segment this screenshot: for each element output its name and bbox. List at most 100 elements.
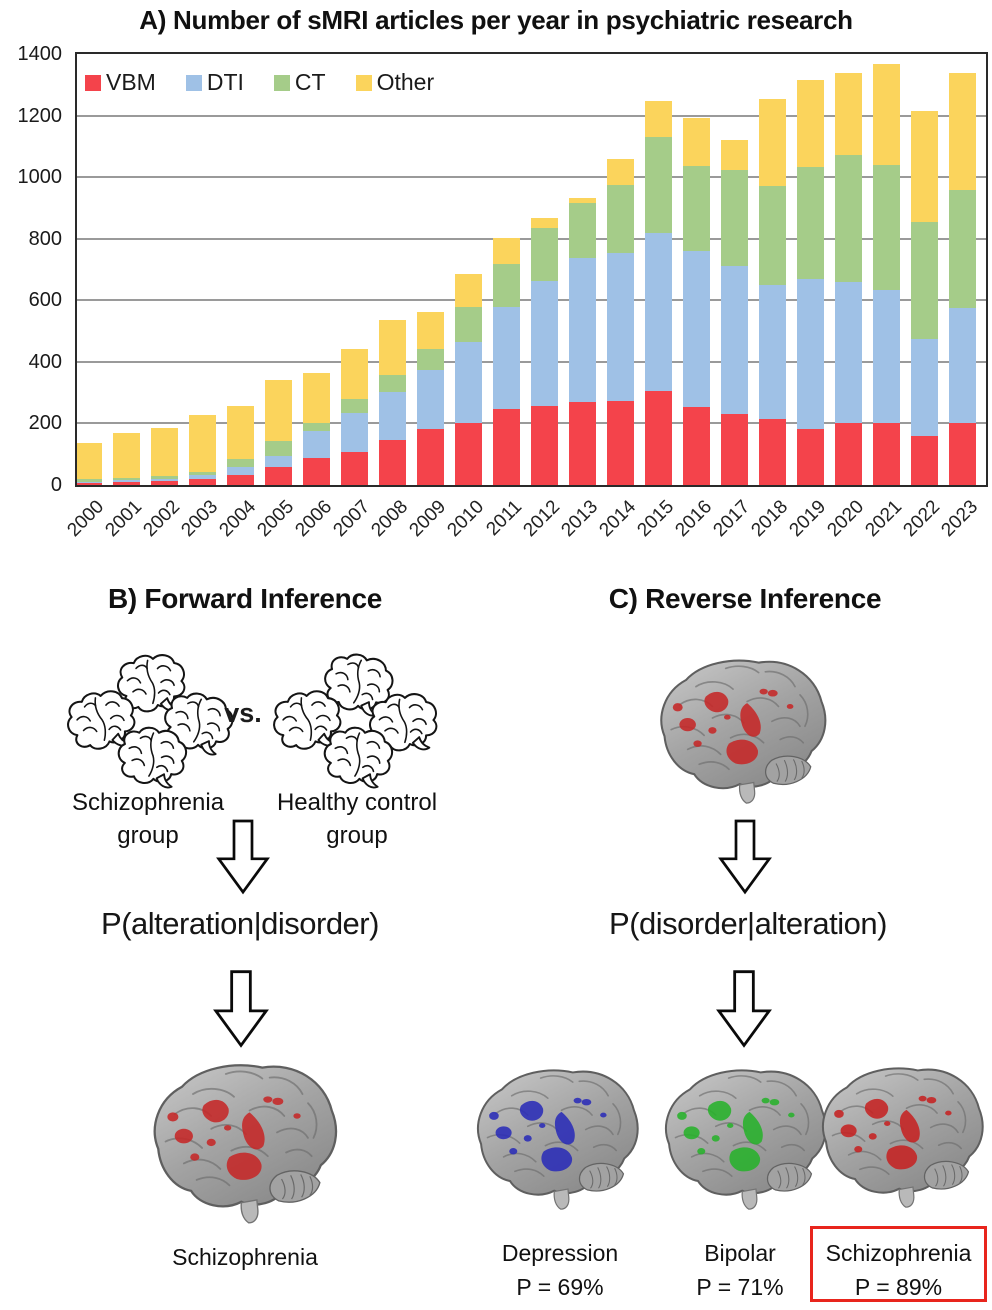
bar-2018 <box>758 98 786 485</box>
legend-item-VBM: VBM <box>85 69 156 96</box>
reverse-formula: P(disorder|alteration) <box>609 906 887 941</box>
bar-2011-CT <box>492 263 520 308</box>
bar-2004-DTI <box>226 466 254 475</box>
ytick-800: 800 <box>28 227 62 250</box>
bar-2002-Other <box>150 428 178 477</box>
bar-2014-CT <box>606 185 634 253</box>
bar-2011 <box>492 237 520 485</box>
bar-2015 <box>644 101 672 485</box>
bar-2020-CT <box>834 155 862 283</box>
bar-2003-VBM <box>188 479 216 485</box>
group-right-line2: group <box>326 822 388 849</box>
bar-2020 <box>834 72 862 485</box>
bar-2011-Other <box>492 237 520 264</box>
bar-2020-Other <box>834 72 862 156</box>
y-axis: 0 200 400 600 800 1000 1200 1400 <box>0 43 66 496</box>
bar-2009 <box>416 311 444 485</box>
vs-label: vs. <box>224 698 262 728</box>
bar-2002-DTI <box>150 479 178 481</box>
bar-2013 <box>568 197 596 485</box>
bar-2016-DTI <box>682 251 710 407</box>
bar-2019-Other <box>796 80 824 168</box>
forward-formula: P(alteration|disorder) <box>101 906 379 941</box>
bar-2017-Other <box>720 139 748 171</box>
bar-2004 <box>226 405 254 485</box>
bar-2002-CT <box>150 476 178 480</box>
group-left-line1: Schizophrenia <box>71 789 225 816</box>
ytick-400: 400 <box>28 350 62 373</box>
bar-2022 <box>910 110 938 485</box>
bar-2012-DTI <box>530 280 558 406</box>
c-result-schizophrenia: Schizophrenia P = 89% <box>812 1236 985 1304</box>
bar-2010-DTI <box>454 341 482 424</box>
bar-2009-CT <box>416 348 444 370</box>
bar-2021-Other <box>872 63 900 166</box>
bar-2016 <box>682 117 710 485</box>
bar-2011-VBM <box>492 408 520 485</box>
c-result-brain-schizophrenia-icon <box>822 1067 984 1209</box>
bar-2006-CT <box>302 423 330 431</box>
bar-2008-Other <box>378 320 406 376</box>
bar-2003-DTI <box>188 475 216 480</box>
bar-2000-Other <box>77 443 102 480</box>
bar-2010 <box>454 273 482 485</box>
bar-2001-Other <box>112 432 140 478</box>
bar-2003-Other <box>188 414 216 473</box>
bar-2014-Other <box>606 159 634 186</box>
bar-2019-DTI <box>796 278 824 429</box>
bar-2014 <box>606 159 634 485</box>
bar-2007-DTI <box>340 413 368 452</box>
bar-2016-CT <box>682 166 710 252</box>
bar-2018-DTI <box>758 284 786 420</box>
bar-2012 <box>530 218 558 485</box>
legend-label-CT: CT <box>294 69 326 95</box>
brain-outline-icon <box>321 724 396 790</box>
bar-2001-DTI <box>112 480 140 482</box>
chart-legend: VBM DTI CT Other <box>85 69 434 96</box>
bar-2017-DTI <box>720 265 748 415</box>
bar-2012-Other <box>530 218 558 228</box>
bar-2006-VBM <box>302 457 330 485</box>
legend-swatch-CT <box>273 74 290 91</box>
group-right-line1: Healthy control <box>276 789 438 816</box>
bar-2018-CT <box>758 185 786 285</box>
bar-2023-DTI <box>948 307 976 423</box>
bar-2020-DTI <box>834 282 862 424</box>
bar-2005-VBM <box>264 466 292 485</box>
bar-2018-VBM <box>758 419 786 485</box>
bar-2008-VBM <box>378 440 406 485</box>
c-result-depression-label: Depression <box>501 1240 619 1266</box>
bar-2006-Other <box>302 372 330 424</box>
bar-2022-Other <box>910 110 938 222</box>
bar-2017-VBM <box>720 414 748 485</box>
bar-2005-CT <box>264 441 292 456</box>
legend-item-DTI: DTI <box>185 69 244 96</box>
c-result-schizophrenia-label: Schizophrenia <box>825 1240 972 1266</box>
ytick-1200: 1200 <box>17 104 63 127</box>
brain-outline-icon <box>115 724 190 790</box>
bar-2015-VBM <box>644 390 672 485</box>
chart-plot: VBM DTI CT Other <box>75 52 988 487</box>
c-result-bipolar: Bipolar P = 71% <box>650 1236 830 1304</box>
bar-2001-VBM <box>112 481 140 485</box>
bar-2020-VBM <box>834 423 862 485</box>
bar-2016-VBM <box>682 406 710 485</box>
bar-2013-Other <box>568 197 596 204</box>
ytick-0: 0 <box>50 474 62 496</box>
bar-2021-DTI <box>872 289 900 423</box>
bar-2007 <box>340 348 368 485</box>
bar-2014-VBM <box>606 400 634 485</box>
c-result-brain-depression-icon <box>477 1069 639 1211</box>
bar-2016-Other <box>682 117 710 167</box>
bar-2007-CT <box>340 399 368 414</box>
bar-2005 <box>264 380 292 485</box>
ytick-600: 600 <box>28 289 62 312</box>
down-arrow-icon <box>719 819 771 894</box>
bar-2023-Other <box>948 73 976 191</box>
x-axis: 2000 2001 2002 2003 2004 2005 2006 2007 2008 2009… <box>63 491 988 563</box>
bar-2019 <box>796 80 824 485</box>
group-left-line2: group <box>117 822 179 849</box>
bar-2021 <box>872 63 900 485</box>
bar-2007-Other <box>340 348 368 400</box>
bar-2019-CT <box>796 167 824 279</box>
